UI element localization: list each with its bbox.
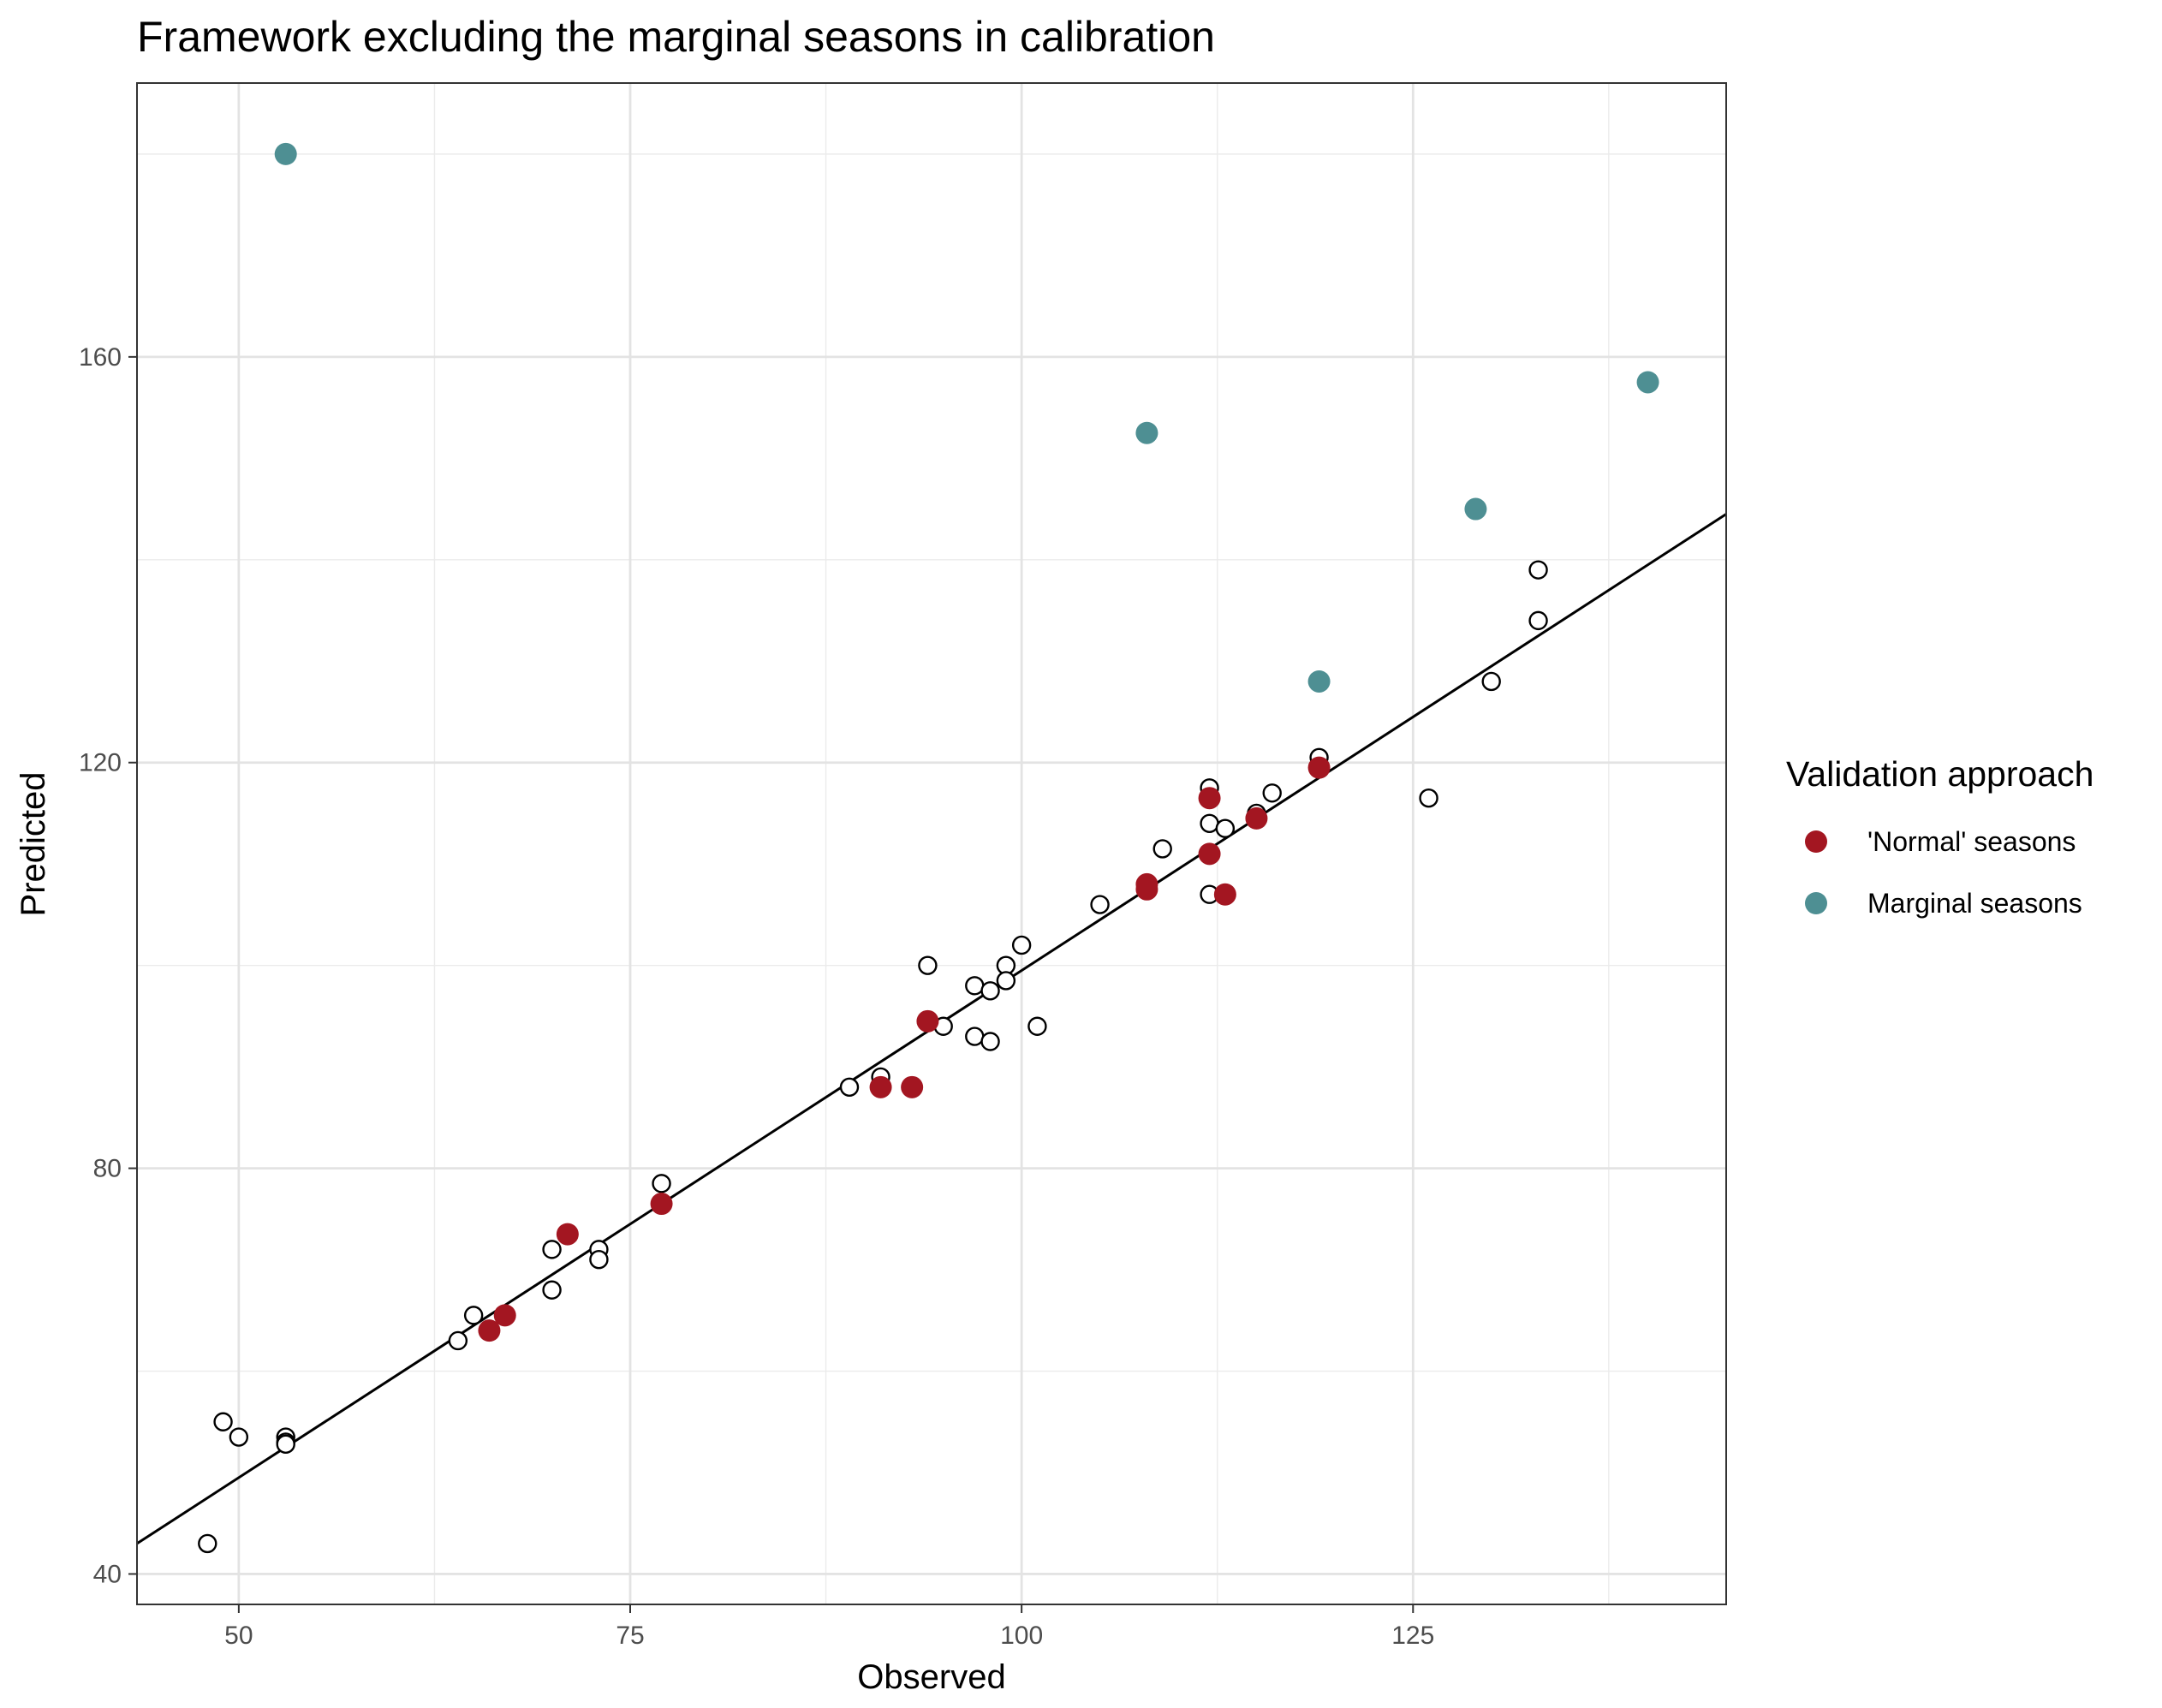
point-normal (869, 1075, 892, 1098)
y-tick-label: 40 (93, 1560, 122, 1588)
legend-label-marginal: Marginal seasons (1867, 888, 2082, 919)
point-calibration (1011, 935, 1032, 955)
point-calibration (1262, 783, 1282, 803)
point-calibration (980, 981, 1000, 1001)
point-marginal (1135, 421, 1158, 444)
point-calibration (198, 1533, 217, 1554)
point-marginal (1636, 371, 1659, 394)
point-normal (1213, 883, 1236, 906)
point-calibration (1090, 895, 1110, 914)
data-points (198, 142, 1659, 1554)
point-normal (916, 1009, 939, 1033)
point-calibration (1481, 671, 1501, 692)
point-calibration (1027, 1016, 1047, 1036)
point-marginal (274, 142, 297, 165)
y-tick-label: 160 (79, 343, 122, 372)
point-calibration (1215, 818, 1236, 838)
point-marginal (1464, 497, 1487, 521)
y-tick-label: 120 (79, 749, 122, 777)
point-calibration (448, 1330, 468, 1351)
point-calibration (542, 1280, 562, 1300)
legend-swatch-marginal (1805, 892, 1827, 914)
x-axis-title: Observed (857, 1658, 1005, 1696)
x-tick-label: 50 (224, 1622, 253, 1650)
point-normal (1245, 806, 1268, 830)
x-tick-label: 125 (1391, 1622, 1434, 1650)
point-normal (1307, 756, 1331, 779)
point-normal (493, 1304, 516, 1327)
point-calibration (996, 971, 1016, 991)
point-calibration (276, 1434, 295, 1455)
legend-label-normal: 'Normal' seasons (1867, 826, 2076, 857)
point-calibration (652, 1174, 671, 1193)
point-normal (1198, 842, 1221, 866)
x-tick-label: 100 (1000, 1622, 1043, 1650)
point-normal (650, 1193, 673, 1216)
point-calibration (980, 1032, 1000, 1051)
point-marginal (1307, 670, 1331, 693)
point-calibration (965, 1027, 985, 1046)
point-normal (1198, 787, 1221, 810)
point-calibration (918, 955, 938, 975)
point-calibration (1419, 788, 1438, 808)
point-normal (1135, 878, 1158, 901)
point-calibration (229, 1427, 249, 1447)
point-calibration (1528, 610, 1548, 631)
x-tick-label: 75 (616, 1622, 644, 1650)
point-calibration (463, 1306, 484, 1325)
point-calibration (589, 1250, 609, 1270)
point-calibration (1200, 813, 1219, 834)
point-normal (556, 1223, 579, 1246)
axis-ticks: 50 75 100 125 40 80 120 160 (79, 343, 1434, 1650)
point-normal (478, 1319, 501, 1342)
y-axis-title: Predicted (15, 772, 52, 917)
point-calibration (213, 1412, 233, 1431)
point-calibration (1528, 560, 1548, 580)
point-calibration (839, 1077, 860, 1098)
point-calibration (965, 976, 985, 996)
chart-title: Framework excluding the marginal seasons… (137, 13, 1215, 61)
point-normal (901, 1075, 924, 1098)
legend: Validation approach 'Normal' seasons Mar… (1786, 754, 2094, 919)
legend-swatch-normal (1805, 830, 1827, 853)
legend-title: Validation approach (1786, 754, 2094, 794)
point-calibration (542, 1240, 562, 1259)
point-calibration (1152, 839, 1172, 859)
plot-panel-border (136, 82, 1727, 1605)
y-tick-label: 80 (93, 1155, 122, 1183)
